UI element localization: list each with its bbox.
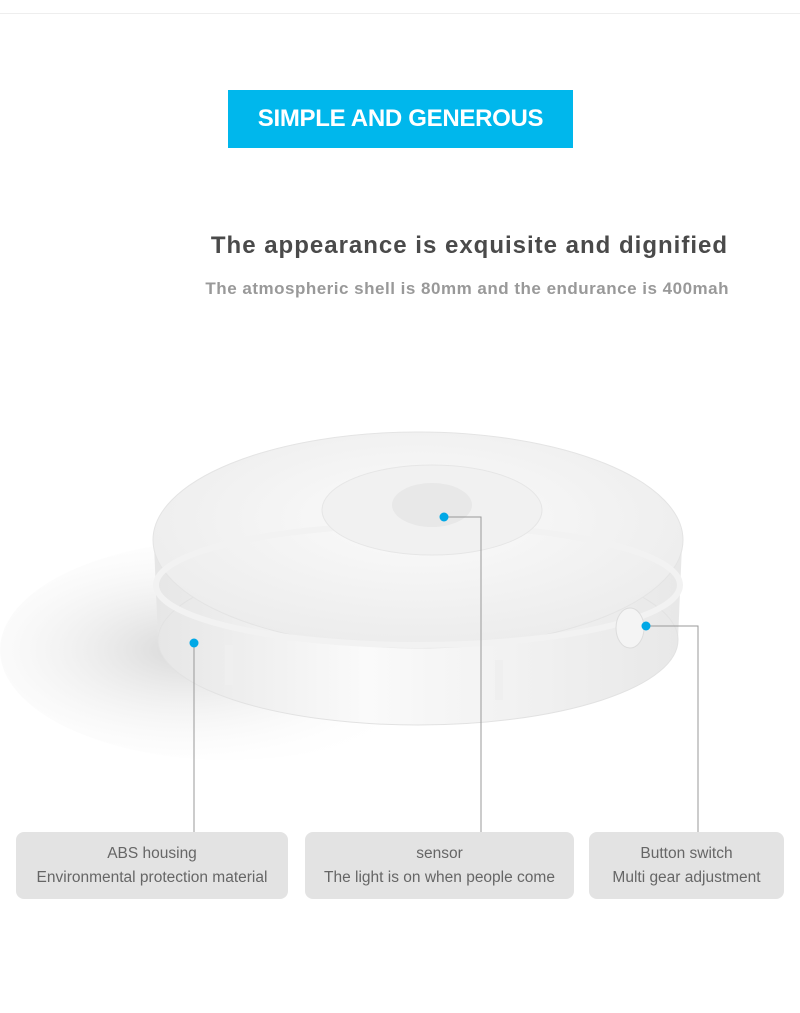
callout-description: Environmental protection material: [36, 868, 268, 886]
section-banner: SIMPLE AND GENEROUS: [228, 90, 573, 148]
switch-dot-icon: [641, 621, 651, 631]
callout-abs-housing: ABS housing Environmental protection mat…: [16, 832, 288, 899]
sensor-dot-icon: [439, 512, 449, 522]
housing-dot-icon: [189, 638, 199, 648]
headline: The appearance is exquisite and dignifie…: [210, 232, 728, 259]
callout-title: ABS housing: [107, 844, 197, 862]
callout-lines: [193, 516, 699, 832]
callout-title: sensor: [416, 844, 463, 862]
callout-description: Multi gear adjustment: [612, 868, 761, 886]
callout-button-switch: Button switch Multi gear adjustment: [589, 832, 784, 899]
button-switch: [615, 607, 645, 649]
subheadline: The atmospheric shell is 80mm and the en…: [205, 279, 729, 298]
callout-sensor: sensor The light is on when people come: [305, 832, 574, 899]
callout-title: Button switch: [640, 844, 733, 862]
top-divider: [0, 13, 800, 14]
callout-description: The light is on when people come: [324, 868, 555, 886]
